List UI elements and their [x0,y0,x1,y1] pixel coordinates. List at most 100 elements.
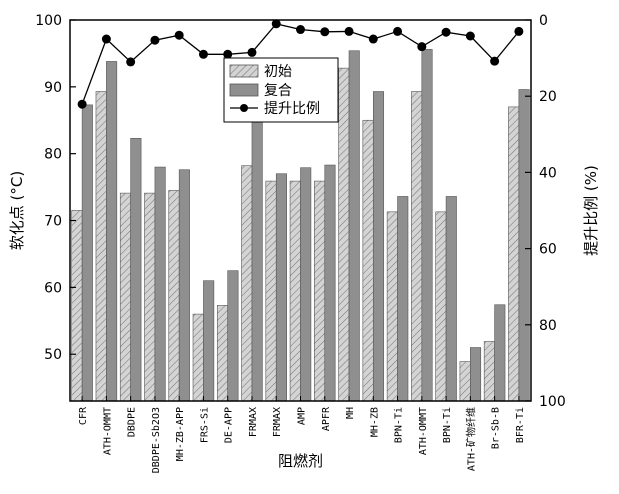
legend-label-composite: 复合 [264,82,292,99]
bar-initial [508,106,520,402]
ratio-point [393,26,403,36]
bar-initial [483,341,495,402]
x-tick-label: BPN-Ti [394,407,405,443]
y-tick-label: 70 [44,214,62,230]
x-tick-label: AMP [297,407,308,425]
ratio-point [174,30,184,40]
bar-composite [494,304,506,402]
legend-label-initial: 初始 [264,63,292,80]
x-tick-label: FRMAX [272,407,283,437]
x-tick-label: ATH-OMMT [418,407,429,455]
y2-axis-title: 提升比例 (%) [582,165,600,256]
x-tick-label: DBDPE [127,407,138,437]
x-tick-label: Br-Sb-B [491,407,502,449]
bar-composite [348,50,360,402]
y-tick-label: 90 [44,80,62,96]
y2-tick-label: 80 [539,318,557,334]
bar-initial [216,305,229,402]
ratio-point [198,49,208,59]
bar-composite [178,169,190,402]
bar-composite [251,119,263,402]
x-tick-label: APFR [321,406,332,431]
bar-composite [324,164,336,402]
ratio-point [344,26,354,36]
x-tick-label: BFR-Ti [515,407,526,443]
ratio-point [223,49,233,59]
bar-composite [203,280,215,402]
ratio-point [465,31,475,41]
series-composite-bars [81,49,530,402]
ratio-point [247,47,257,57]
bar-composite [130,138,142,402]
bar-initial [459,361,471,402]
ratio-point [417,42,427,52]
x-tick-label: FRS-Si [199,407,210,443]
x-tick-label: DBDPE-Sb2O3 [151,407,162,473]
ratio-point [101,34,111,44]
ratio-point [271,19,281,29]
bar-composite [106,61,118,402]
x-tick-label: ATH-矿物纤维 [464,407,477,471]
bar-initial [144,192,156,402]
legend-label-ratio: 提升比例 [264,101,320,117]
bar-composite [445,196,457,402]
bar-initial [265,180,277,402]
y-axis-title: 软化点 (°C) [8,171,26,250]
x-tick-label: CFR [78,406,89,425]
legend-marker-ratio [240,104,248,112]
bar-initial [435,211,447,402]
y-tick-label: 80 [44,147,62,163]
x-tick-label: DE-APP [224,407,235,443]
bar-composite [470,347,482,402]
bar-composite [154,166,166,402]
series-ratio-line [77,19,524,109]
bar-initial [192,313,204,402]
bar-initial [119,192,131,402]
y2-tick-label: 20 [539,89,557,105]
y-tick-label: 60 [44,280,62,296]
ratio-point [320,27,330,37]
x-tick-label: MH-ZB [369,407,380,437]
bar-initial [241,165,253,402]
ratio-point [126,57,136,67]
legend-swatch-initial [229,64,259,78]
bar-composite [275,173,287,402]
bar-initial [338,67,350,402]
bar-initial [411,91,423,402]
bar-composite [421,49,433,402]
bar-composite [372,91,385,402]
legend-swatch-composite [229,83,259,97]
x-tick-label: MH-ZB-APP [175,407,186,461]
bar-initial [362,119,374,402]
bar-initial [95,91,107,402]
bar-composite [227,270,239,402]
y2-tick-label: 40 [539,165,557,181]
x-axis: CFR ATH-OMMT DBDPE DBDPE-Sb2O3 MH-ZB-APP FRS-… [78,396,526,473]
x-tick-label: BPN-Ti [442,407,453,443]
x-tick-label: ATH-OMMT [102,407,113,455]
bar-composite [518,89,530,402]
bar-composite [81,104,93,402]
y-tick-label: 50 [44,347,62,363]
x-tick-label: MH [345,407,356,419]
bar-initial [386,211,398,402]
bar-initial [168,190,180,402]
ratio-point [514,26,524,36]
right-axis: 0 20 40 60 80 100 [525,13,566,410]
bar-composite [397,196,409,402]
bar-composite [300,167,312,402]
legend: 初始 复合 提升比例 [223,57,339,123]
ratio-point [77,99,87,109]
bar-initial [314,180,326,402]
bar-initial [289,180,301,402]
ratio-point [441,27,451,37]
bar-initial [71,210,83,402]
y-tick-label: 100 [35,13,62,29]
y2-tick-label: 0 [539,13,548,29]
y2-tick-label: 60 [539,242,557,258]
ratio-point [368,34,378,44]
ratio-point [296,25,305,35]
ratio-point [490,56,500,66]
x-tick-label: FRMAX [248,407,259,437]
